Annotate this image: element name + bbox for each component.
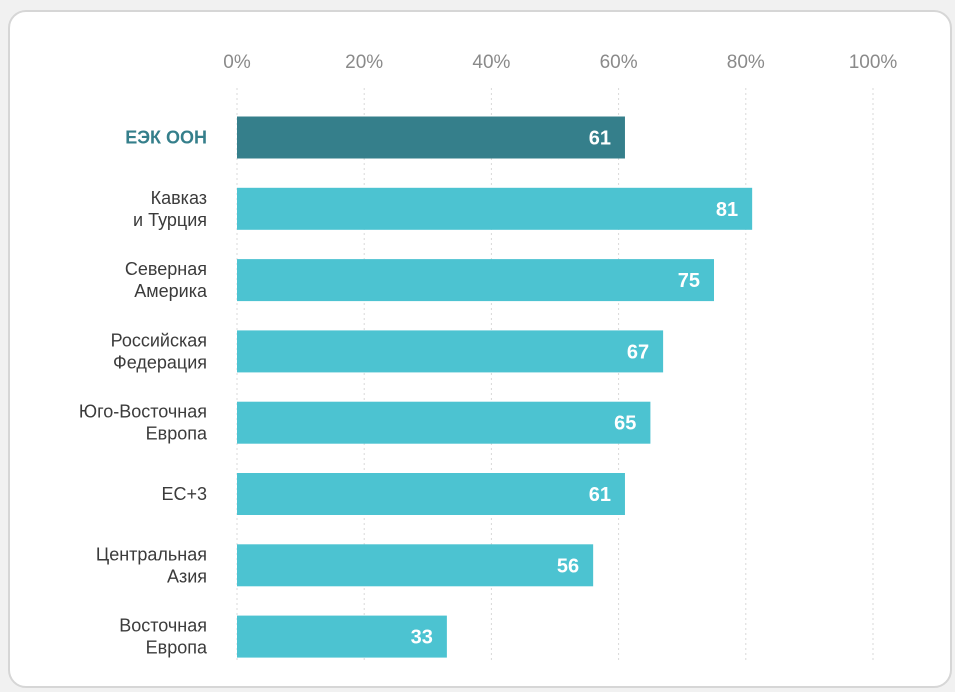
category-label-2-line-1: Америка (134, 281, 208, 301)
tick-label-0: 0% (223, 52, 251, 73)
data-label-0: 61 (589, 128, 611, 150)
tick-label-20: 20% (345, 52, 383, 73)
bar-2 (237, 259, 714, 302)
category-label-0: ЕЭК ООН (125, 128, 207, 148)
bar-6 (237, 544, 594, 587)
bar-3 (237, 330, 664, 373)
data-label-4: 65 (614, 413, 636, 435)
bar-7 (237, 615, 447, 658)
bar-5 (237, 473, 625, 515)
data-label-6: 56 (557, 555, 579, 577)
tick-label-60: 60% (600, 52, 638, 73)
category-label-3-line-0: Российская (111, 330, 207, 350)
data-label-2: 75 (678, 270, 700, 292)
category-label-7-line-1: Европа (146, 638, 208, 658)
bar-0 (237, 116, 625, 159)
data-label-3: 67 (627, 341, 649, 363)
category-label-6-line-1: Азия (167, 566, 207, 586)
category-label-2-line-0: Северная (125, 259, 207, 279)
data-label-1: 81 (716, 199, 738, 221)
category-label-1-line-1: и Турция (133, 210, 207, 230)
bars: 61 81 75 67 65 61 56 33 (237, 116, 753, 658)
tick-label-40: 40% (472, 52, 510, 73)
category-label-6-line-0: Центральная (96, 544, 207, 564)
data-label-5: 61 (589, 484, 611, 506)
category-label-1-line-0: Кавказ (151, 188, 207, 208)
bar-4 (237, 401, 651, 444)
category-label-4-line-0: Юго-Восточная (79, 402, 207, 422)
tick-labels: 0% 20% 40% 60% 80% 100% (223, 52, 897, 73)
bar-1 (237, 187, 753, 230)
data-label-7: 33 (411, 627, 433, 649)
category-label-7-line-0: Восточная (119, 616, 207, 636)
tick-label-80: 80% (727, 52, 765, 73)
category-label-5: ЕС+3 (161, 484, 207, 504)
tick-label-100: 100% (849, 52, 898, 73)
category-label-3-line-1: Федерация (113, 352, 207, 372)
category-label-4-line-1: Европа (146, 424, 208, 444)
